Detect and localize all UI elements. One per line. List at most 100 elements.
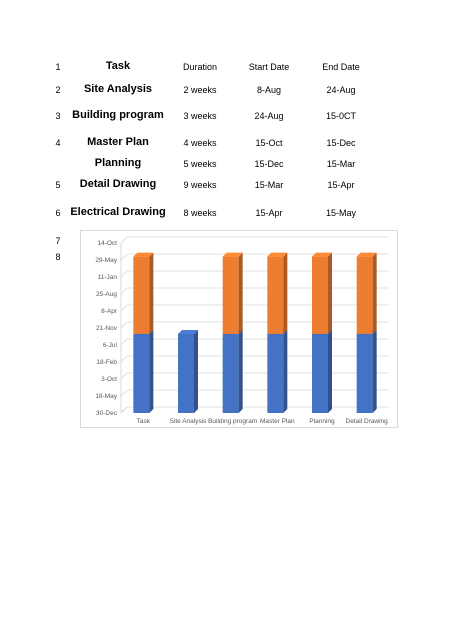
bar-segment [356, 256, 373, 334]
task-name: Building program [72, 109, 164, 121]
gridline [120, 372, 389, 380]
bar-top [267, 252, 288, 257]
end-date-cell: 15-Mar [326, 159, 356, 169]
task-name: Detail Drawing [79, 178, 157, 190]
start-date-cell: 15-Mar [254, 180, 284, 190]
end-date-cell: 15-May [325, 208, 356, 218]
gridline [120, 253, 389, 261]
task-name: Site Analysis [83, 83, 153, 95]
start-date-cell: 24-Aug [254, 111, 284, 121]
bar-segment [133, 256, 150, 334]
row-number: 3 [55, 111, 61, 121]
bar-top [312, 252, 332, 257]
duration-cell: 5 weeks [183, 159, 217, 169]
row-number: 5 [55, 180, 61, 190]
y-tick-label: 3-Oct [101, 376, 117, 383]
bar-segment [133, 333, 150, 413]
bar-segment [222, 333, 239, 413]
bar-side [238, 252, 243, 334]
bar-segment [267, 256, 284, 334]
bar-top [222, 252, 243, 257]
duration-cell: 3 weeks [183, 111, 217, 121]
bar-segment [222, 256, 239, 334]
table-header-row: 1 Task Duration Start Date End Date [0, 58, 474, 76]
y-tick-label: 6-Jul [103, 342, 118, 349]
stacked-bar-chart: 30-Dec 18-May 3-Oct 18-Feb 6-Jul 21-Nov 8-Apr 2… [95, 236, 389, 425]
gridline [120, 287, 389, 295]
gridline [120, 389, 389, 397]
x-tick-label: Building program [208, 418, 257, 425]
x-tick-label: Task [137, 418, 151, 425]
bar-segment [312, 333, 328, 413]
start-date-cell: 15-Dec [254, 159, 284, 169]
duration-header: Duration [182, 62, 218, 72]
x-tick-label: Planning [309, 418, 335, 425]
gridline [120, 406, 389, 414]
gridline [120, 270, 389, 278]
y-tick-label: 18-Feb [96, 359, 117, 366]
table-row: 6 Electrical Drawing 8 weeks 15-Apr 15-M… [0, 204, 474, 222]
table-row: Planning 5 weeks 15-Dec 15-Mar [0, 155, 474, 173]
y-tick-label: 29-May [95, 257, 117, 264]
duration-cell: 4 weeks [183, 138, 217, 148]
gridline [120, 304, 389, 312]
table-row: 3 Building program 3 weeks 24-Aug 15-0CT [0, 107, 474, 125]
bar-segment [356, 333, 373, 413]
gridline [120, 236, 389, 244]
bar-segment [312, 256, 328, 334]
end-date-cell: 15-Apr [327, 180, 355, 190]
chart-area: 30-Dec 18-May 3-Oct 18-Feb 6-Jul 21-Nov 8-Apr 2… [80, 230, 398, 428]
row-number: 6 [55, 208, 61, 218]
bar-side [194, 329, 198, 413]
bar-side [283, 329, 288, 413]
task-name: Master Plan [87, 136, 149, 148]
y-tick-label: 18-May [95, 393, 117, 400]
row-number: 7 [55, 236, 61, 246]
gridline [120, 355, 389, 363]
end-date-cell: 15-Dec [326, 138, 356, 148]
start-date-cell: 15-Oct [255, 138, 283, 148]
bar-top [133, 252, 154, 257]
bar-side [149, 252, 154, 334]
bar-side [372, 252, 377, 334]
end-date-header: End Date [322, 62, 360, 72]
y-tick-label: 21-Nov [96, 325, 118, 332]
bar-segment [178, 333, 194, 413]
x-tick-label: Site Analysis [170, 418, 208, 425]
task-name: Electrical Drawing [70, 206, 166, 218]
row-number: 8 [55, 252, 61, 262]
gridline [120, 321, 389, 329]
bar-side [328, 252, 332, 334]
bar-side [283, 252, 288, 334]
start-date-header: Start Date [248, 62, 290, 72]
table-row: 4 Master Plan 4 weeks 15-Oct 15-Dec [0, 134, 474, 152]
task-name: Planning [94, 157, 142, 169]
duration-cell: 9 weeks [183, 180, 217, 190]
end-date-cell: 15-0CT [325, 111, 356, 121]
bar-side [372, 329, 377, 413]
bar-side [238, 329, 243, 413]
bar-top [178, 329, 198, 334]
x-tick-label: Detail Drawing [346, 418, 389, 425]
task-header: Task [105, 60, 131, 72]
x-tick-label: Master Plan [260, 418, 295, 425]
y-tick-label: 11-Jan [98, 274, 118, 281]
start-date-cell: 8-Aug [256, 85, 282, 95]
bar-segment [267, 333, 284, 413]
y-tick-label: 8-Apr [101, 308, 118, 315]
y-tick-label: 14-Oct [97, 240, 117, 247]
table-row: 5 Detail Drawing 9 weeks 15-Mar 15-Apr [0, 176, 474, 194]
row-number: 4 [55, 138, 61, 148]
duration-cell: 8 weeks [183, 208, 217, 218]
end-date-cell: 24-Aug [326, 85, 356, 95]
row-number: 1 [55, 62, 61, 72]
gridline [120, 338, 389, 346]
y-tick-label: 30-Dec [96, 410, 118, 417]
bar-top [356, 252, 377, 257]
row-number: 2 [55, 85, 61, 95]
bar-side [149, 329, 154, 413]
y-tick-label: 25-Aug [96, 291, 117, 298]
bar-side [328, 329, 332, 413]
duration-cell: 2 weeks [183, 85, 217, 95]
table-row: 2 Site Analysis 2 weeks 8-Aug 24-Aug [0, 81, 474, 99]
